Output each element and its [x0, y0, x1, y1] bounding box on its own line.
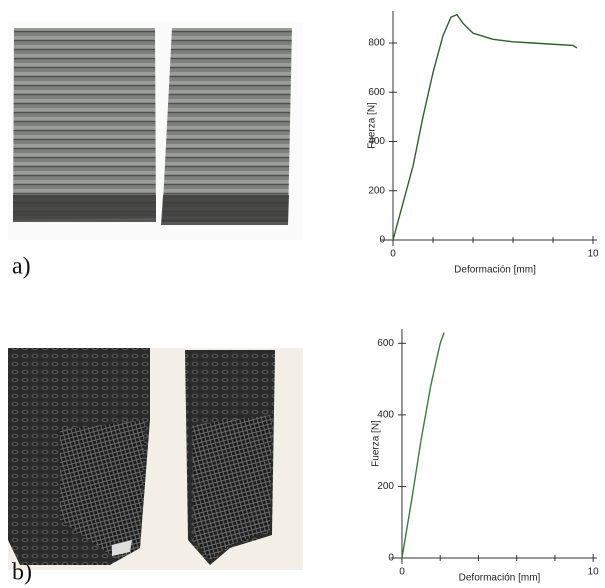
y-tick-label: 600 [377, 338, 394, 349]
y-tick-label: 200 [368, 185, 385, 196]
y-tick-label: 200 [377, 481, 394, 492]
data-line [401, 332, 445, 559]
y-axis-title: Fuerza [N] [371, 420, 382, 467]
y-tick-label: 400 [368, 136, 385, 147]
y-tick-label: 600 [368, 87, 385, 98]
y-axis-title: Fuerza [N] [367, 102, 378, 149]
y-tick-label: 800 [368, 38, 385, 49]
y-tick-label: 0 [388, 553, 394, 564]
panel-label: a) [12, 254, 31, 280]
y-tick-label: 400 [377, 410, 394, 421]
x-tick-label: 10 [587, 249, 599, 260]
panel-label: b) [12, 560, 32, 586]
x-tick-label: 0 [390, 249, 396, 260]
data-line [392, 13, 578, 241]
x-tick-label: 0 [399, 567, 405, 578]
x-axis-title: Deformación [mm] [454, 265, 536, 276]
x-axis-title: Deformación [mm] [459, 573, 541, 584]
y-tick-label: 0 [379, 235, 385, 246]
photo-a [8, 22, 303, 240]
x-tick-label: 10 [588, 567, 600, 578]
photo-b [8, 348, 303, 570]
